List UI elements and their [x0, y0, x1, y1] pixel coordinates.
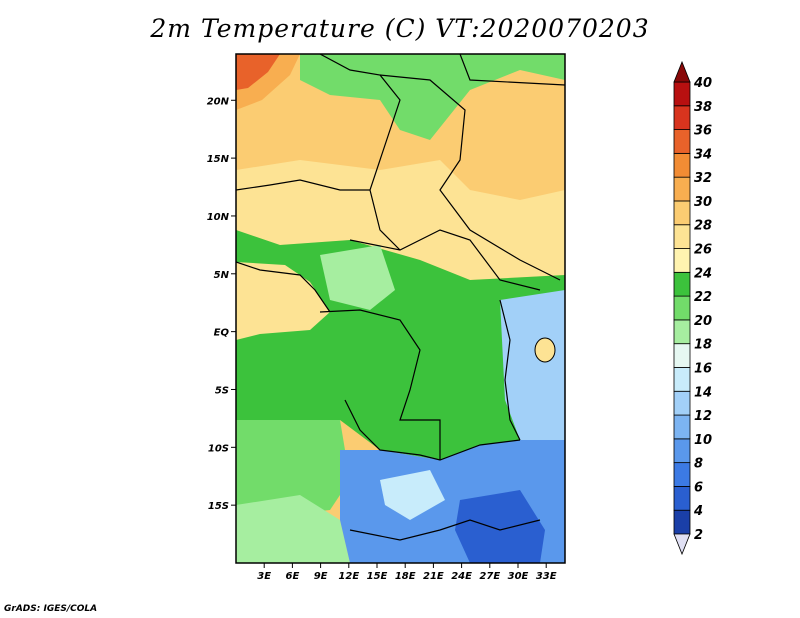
colorbar-bin [673, 319, 691, 345]
field-south-cold [455, 490, 545, 563]
field-light-blue-patch [380, 470, 445, 520]
axis-ticks: 3E 6E 9E 12E 15E 18E 21E 24E 27E 30E 33E 20N 15N 10N 5… [207, 96, 557, 582]
lat-tick-label: 10S [208, 443, 229, 454]
colorbar-label: 16 [694, 361, 712, 376]
colorbar-label: 14 [694, 385, 712, 400]
lon-tick-label: 21E [423, 571, 444, 582]
border-8 [349, 519, 541, 541]
colorbar-bin [673, 176, 691, 202]
colorbar-label: 28 [694, 219, 712, 234]
map-title: 2m Temperature (C) VT:2020070203 [150, 14, 650, 43]
colorbar-bin [673, 81, 691, 107]
lon-tick-label: 12E [338, 571, 359, 582]
lat-tick-label: 15S [208, 501, 229, 512]
border-9 [499, 299, 521, 441]
border-6 [319, 309, 441, 460]
colorbar-label: 12 [694, 409, 712, 424]
colorbar-bin [673, 367, 691, 392]
colorbar-bin [673, 152, 691, 178]
colorbar-bin [673, 438, 691, 464]
lon-tick-label: 33E [536, 571, 557, 582]
lat-tick-label: 10N [207, 212, 230, 223]
colorbar-bin [673, 295, 691, 321]
lon-tick-label: 27E [479, 571, 500, 582]
lake-victoria [534, 337, 556, 363]
colorbar-label: 18 [694, 338, 712, 353]
lon-tick-label: 3E [257, 571, 271, 582]
colorbar-label: 6 [694, 480, 703, 495]
colorbar-max-arrow [673, 60, 691, 83]
field-east-highlands [500, 290, 565, 440]
colorbar-label: 20 [694, 314, 712, 329]
lat-tick-label: EQ [214, 328, 230, 339]
colorbar-bin [673, 486, 691, 511]
border-7 [344, 399, 521, 461]
grads-credit: GrADS: IGES/COLA [4, 604, 98, 614]
coastline [236, 261, 331, 313]
lon-tick-label: 18E [395, 571, 416, 582]
field-light-patch-1 [320, 245, 395, 310]
colorbar-label: 38 [694, 100, 712, 115]
colorbar-label: 2 [694, 528, 703, 543]
colorbar-label: 8 [694, 457, 703, 472]
colorbar-bin [673, 509, 691, 535]
colorbar-min-arrow [673, 533, 691, 556]
colorbar-label: 4 [693, 504, 703, 519]
colorbar-bin [673, 200, 691, 226]
colorbar-label: 22 [694, 290, 712, 305]
lon-tick-label: 6E [286, 571, 300, 582]
border-5 [349, 229, 541, 291]
lat-tick-label: 15N [207, 154, 230, 165]
colorbar-bin [673, 343, 691, 368]
colorbar-label: 10 [694, 433, 712, 448]
colorbar-bin [673, 129, 691, 154]
colorbar-bin [673, 248, 691, 273]
colorbar-label: 32 [694, 171, 712, 186]
colorbar-label: 36 [694, 124, 712, 139]
field-angola-coast [236, 420, 350, 520]
field-congo [236, 230, 565, 460]
political-borders [236, 54, 565, 541]
colorbar-bin [673, 462, 691, 487]
border-2 [236, 179, 370, 191]
map-frame [235, 53, 566, 564]
lon-tick-label: 24E [451, 571, 472, 582]
colorbar-bin [673, 414, 691, 440]
border-3 [379, 74, 561, 281]
colorbar-label: 26 [694, 243, 712, 258]
colorbar-label: 40 [693, 76, 712, 91]
colorbar-bin [673, 390, 691, 416]
colorbar-bin [673, 271, 691, 297]
colorbar-label: 30 [694, 195, 712, 210]
field-north-green [300, 54, 565, 140]
border-4 [459, 54, 565, 86]
colorbar-bin [673, 105, 691, 130]
colorbar-label: 34 [694, 147, 712, 162]
field-hottest-nw [236, 54, 280, 90]
lat-tick-label: 20N [207, 96, 230, 107]
field-namibia [236, 495, 350, 563]
border-1 [319, 54, 401, 251]
lon-tick-label: 9E [314, 571, 328, 582]
lon-tick-label: 30E [508, 571, 529, 582]
colorbar-label: 24 [694, 266, 712, 281]
lat-tick-label: 5S [215, 385, 229, 396]
lon-tick-label: 15E [367, 571, 388, 582]
lat-tick-label: 5N [214, 270, 230, 281]
colorbar-bin [673, 224, 691, 249]
temperature-field [236, 54, 565, 563]
field-sahel [236, 160, 565, 280]
